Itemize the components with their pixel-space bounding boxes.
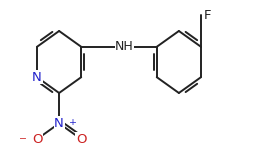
- Text: N: N: [54, 117, 64, 130]
- Text: +: +: [69, 118, 77, 127]
- Text: O: O: [76, 133, 86, 146]
- Text: O: O: [32, 133, 42, 146]
- Text: NH: NH: [115, 40, 134, 53]
- Text: F: F: [203, 9, 211, 22]
- Text: −: −: [19, 134, 27, 143]
- Text: N: N: [32, 71, 42, 84]
